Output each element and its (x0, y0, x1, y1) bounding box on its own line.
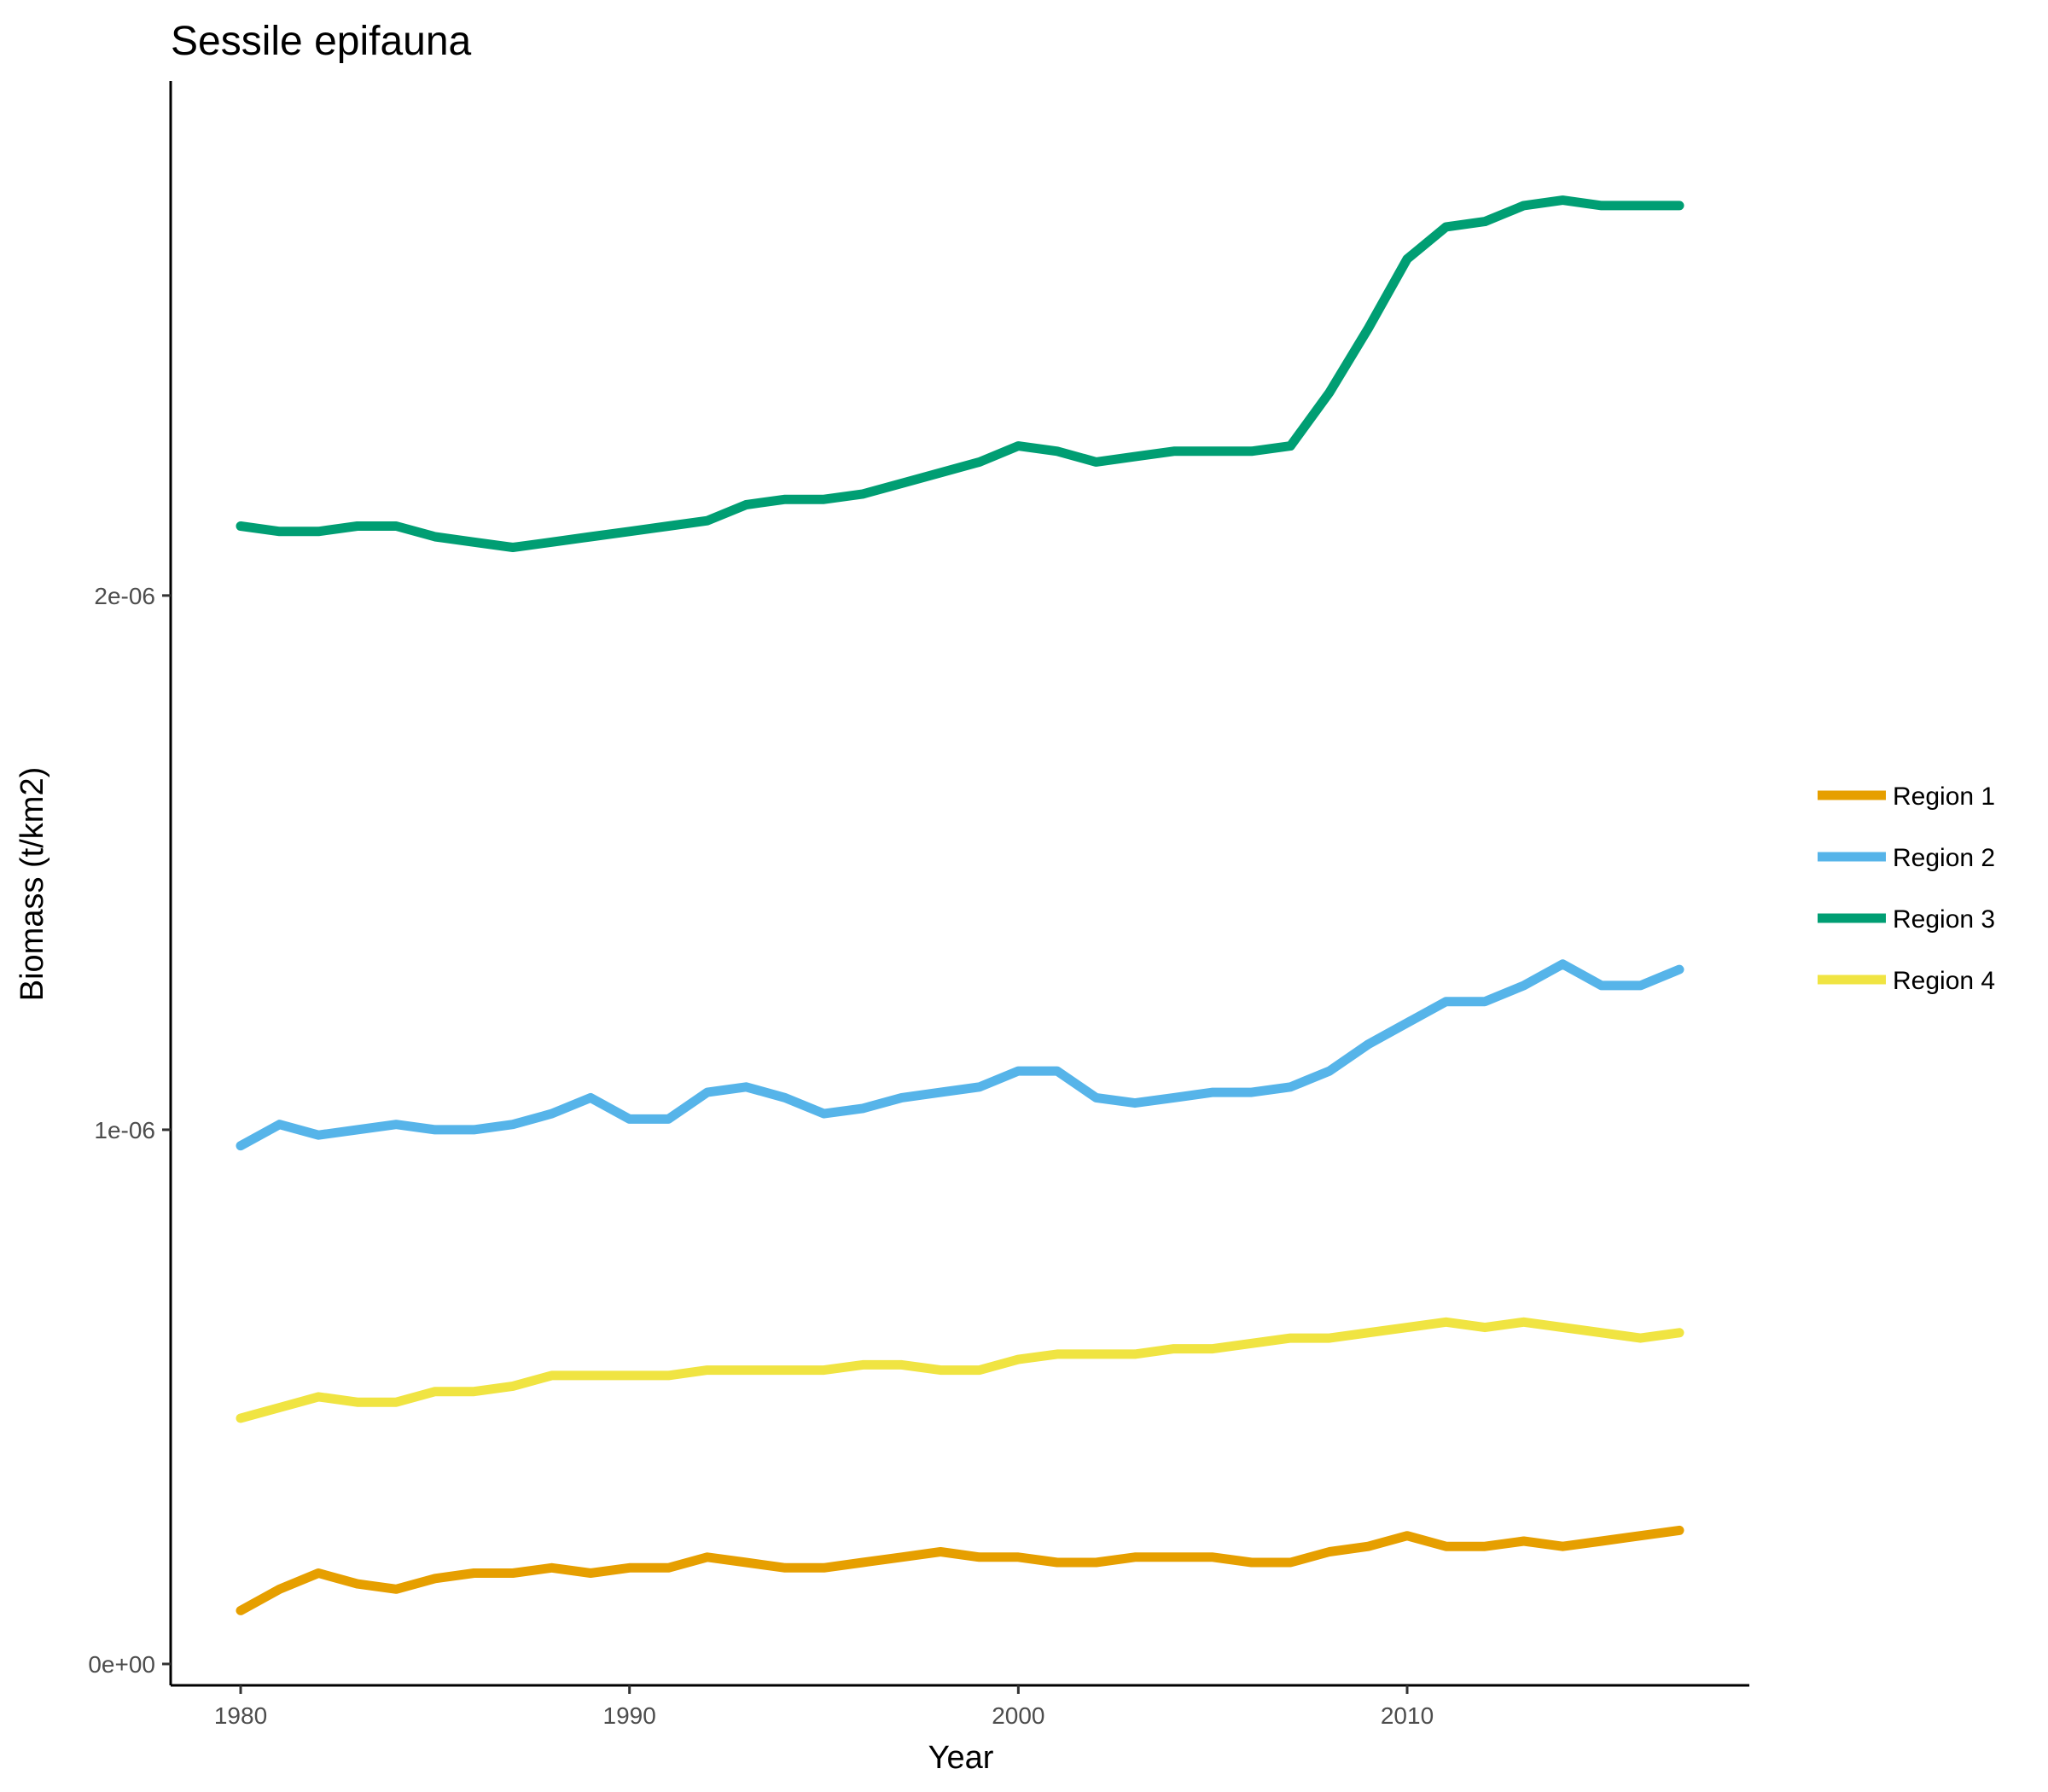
x-tick-label-3: 2000 (992, 1702, 1044, 1729)
series-line-1 (236, 1525, 1684, 1615)
y-tick-label-1: 0e+00 (88, 1651, 155, 1678)
x-tick-label-2: 1990 (603, 1702, 656, 1729)
x-tick-label-4: 2010 (1381, 1702, 1434, 1729)
x-tick-label-1: 1980 (214, 1702, 267, 1729)
y-axis-title: Biomass (t/km2) (15, 767, 50, 1001)
legend-label-1: Region 1 (1893, 783, 1995, 811)
series-line-2 (236, 959, 1684, 1151)
y-axis-ticks: 0e+00 1e-06 2e-06 (88, 583, 171, 1678)
series-line-3 (236, 195, 1684, 552)
series-line-4 (236, 1317, 1684, 1423)
y-tick-label-3: 2e-06 (94, 583, 155, 609)
legend: Region 1 Region 2 Region 3 Region 4 (1818, 783, 1995, 995)
x-axis-ticks: 1980 1990 2000 2010 (214, 1685, 1434, 1729)
x-axis-title: Year (928, 1740, 994, 1776)
y-tick-label-2: 1e-06 (94, 1117, 155, 1143)
plot-area (236, 195, 1684, 1615)
legend-label-4: Region 4 (1893, 967, 1995, 995)
chart-title: Sessile epifauna (171, 19, 472, 64)
legend-label-3: Region 3 (1893, 905, 1995, 934)
legend-label-2: Region 2 (1893, 844, 1995, 872)
